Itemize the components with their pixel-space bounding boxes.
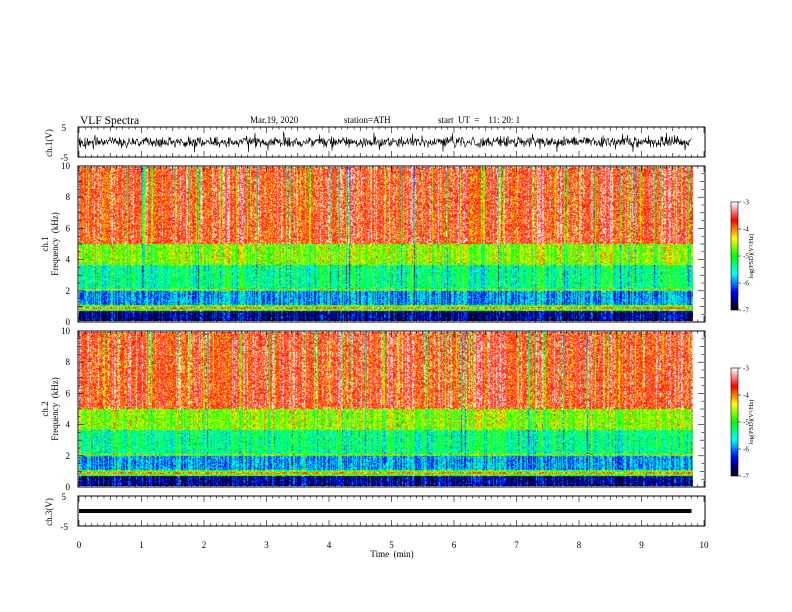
figure-title: VLF Spectra bbox=[80, 115, 139, 127]
x-axis-label: Time (min) bbox=[370, 549, 413, 559]
colorbar-ch1-tick-label: -5 bbox=[743, 253, 749, 261]
panel-ch1-spectrogram: 0 2 4 6 8 10 ch.1 Frequency (kHz) bbox=[40, 161, 706, 327]
ch1-spectrogram-image bbox=[79, 167, 693, 321]
ch2-spec-ylabel-frequency: Frequency (kHz) bbox=[50, 377, 60, 440]
ch3-ylabel: ch.3(V) bbox=[44, 498, 54, 526]
colorbar-ch1-tick-label: -6 bbox=[743, 280, 749, 288]
x-tick-label: 2 bbox=[202, 540, 207, 550]
x-tick-label: 5 bbox=[389, 540, 394, 550]
x-tick-label: 1 bbox=[139, 540, 144, 550]
x-tick-label: 3 bbox=[264, 540, 269, 550]
colorbar-ch1: -3 -4 -5 -6 -7 log(PSD)(V²/Hz) bbox=[730, 199, 755, 315]
ch1-spectrogram-ytick-label: 4 bbox=[66, 255, 71, 265]
ch3-ytick-top: 5 bbox=[62, 492, 67, 502]
ch2-spectrogram-ytick-label: 6 bbox=[66, 388, 71, 398]
ch2-spec-ylabel-channel: ch.2 bbox=[40, 401, 50, 416]
date-label: Mar.19, 2020 bbox=[250, 115, 299, 125]
x-tick-label: 9 bbox=[639, 540, 644, 550]
colorbar-ch2: -3 -4 -5 -6 -7 log(PSD)(V²/Hz) bbox=[730, 365, 755, 481]
ch2-spectrogram-ytick-label: 2 bbox=[66, 451, 71, 461]
ch2-spectrogram-ytick-label: 8 bbox=[66, 357, 71, 367]
ch2-spectrogram-ytick-label: 10 bbox=[61, 326, 71, 336]
ch2-spectrogram-image bbox=[79, 332, 693, 486]
station-label: station=ATH bbox=[344, 115, 391, 125]
ch3-ytick-bottom: -5 bbox=[61, 522, 69, 532]
ch1-waveform-line bbox=[78, 131, 692, 153]
colorbar-ch2-tick-label: -4 bbox=[743, 392, 749, 400]
x-tick-label: 10 bbox=[700, 540, 710, 550]
ch1-ytick-top: 5 bbox=[62, 123, 67, 133]
ch1-spectrogram-ytick-label: 10 bbox=[61, 161, 71, 171]
panel-ch2-spectrogram: 0 2 4 6 8 10 ch.2 Frequency (kHz) bbox=[40, 326, 706, 492]
start-time-label: start UT = 11: 20: 1 bbox=[438, 115, 520, 125]
panel-ch3-waveform: 5 -5 ch.3(V) bbox=[44, 492, 706, 532]
panel-ch1-waveform: 5 -5 ch.1(V) bbox=[44, 123, 706, 163]
x-axis-tick-labels: 0 1 2 3 4 5 6 7 8 9 10 bbox=[77, 540, 709, 550]
colorbar-ch1-tick-label: -3 bbox=[743, 199, 749, 207]
ch1-spec-ylabel-channel: ch.1 bbox=[40, 236, 50, 251]
ch1-spectrogram-ytick-label: 0 bbox=[66, 317, 71, 327]
x-tick-label: 0 bbox=[77, 540, 82, 550]
x-tick-label: 8 bbox=[577, 540, 582, 550]
colorbar-ch1-gradient bbox=[731, 202, 738, 310]
colorbar-ch2-gradient bbox=[731, 368, 738, 476]
colorbar-ch2-tick-label: -5 bbox=[743, 419, 749, 427]
ch1-spectrogram-ytick-label: 2 bbox=[66, 286, 71, 296]
colorbar-ch2-tick-label: -7 bbox=[743, 473, 749, 481]
ch1-spectrogram-ytick-label: 6 bbox=[66, 223, 71, 233]
x-tick-label: 6 bbox=[452, 540, 457, 550]
ch1-ytick-bottom: -5 bbox=[61, 153, 69, 163]
colorbar-ch2-tick-label: -3 bbox=[743, 365, 749, 373]
colorbar-ch2-tick-label: -6 bbox=[743, 446, 749, 454]
ch1-spec-ylabel-frequency: Frequency (kHz) bbox=[50, 212, 60, 275]
colorbar-ch1-tick-label: -7 bbox=[743, 307, 749, 315]
colorbar-ch2-label: log(PSD)(V²/Hz) bbox=[748, 400, 755, 445]
x-tick-label: 7 bbox=[514, 540, 519, 550]
ch2-spectrogram-ytick-label: 0 bbox=[66, 482, 71, 492]
colorbar-ch1-label: log(PSD)(V²/Hz) bbox=[748, 234, 755, 279]
colorbar-ch1-tick-label: -4 bbox=[743, 226, 749, 234]
ch1-spectrogram-ytick-label: 8 bbox=[66, 192, 71, 202]
x-tick-label: 4 bbox=[327, 540, 332, 550]
ch2-spectrogram-ytick-label: 4 bbox=[66, 420, 71, 430]
ch1-ylabel: ch.1(V) bbox=[44, 129, 54, 157]
